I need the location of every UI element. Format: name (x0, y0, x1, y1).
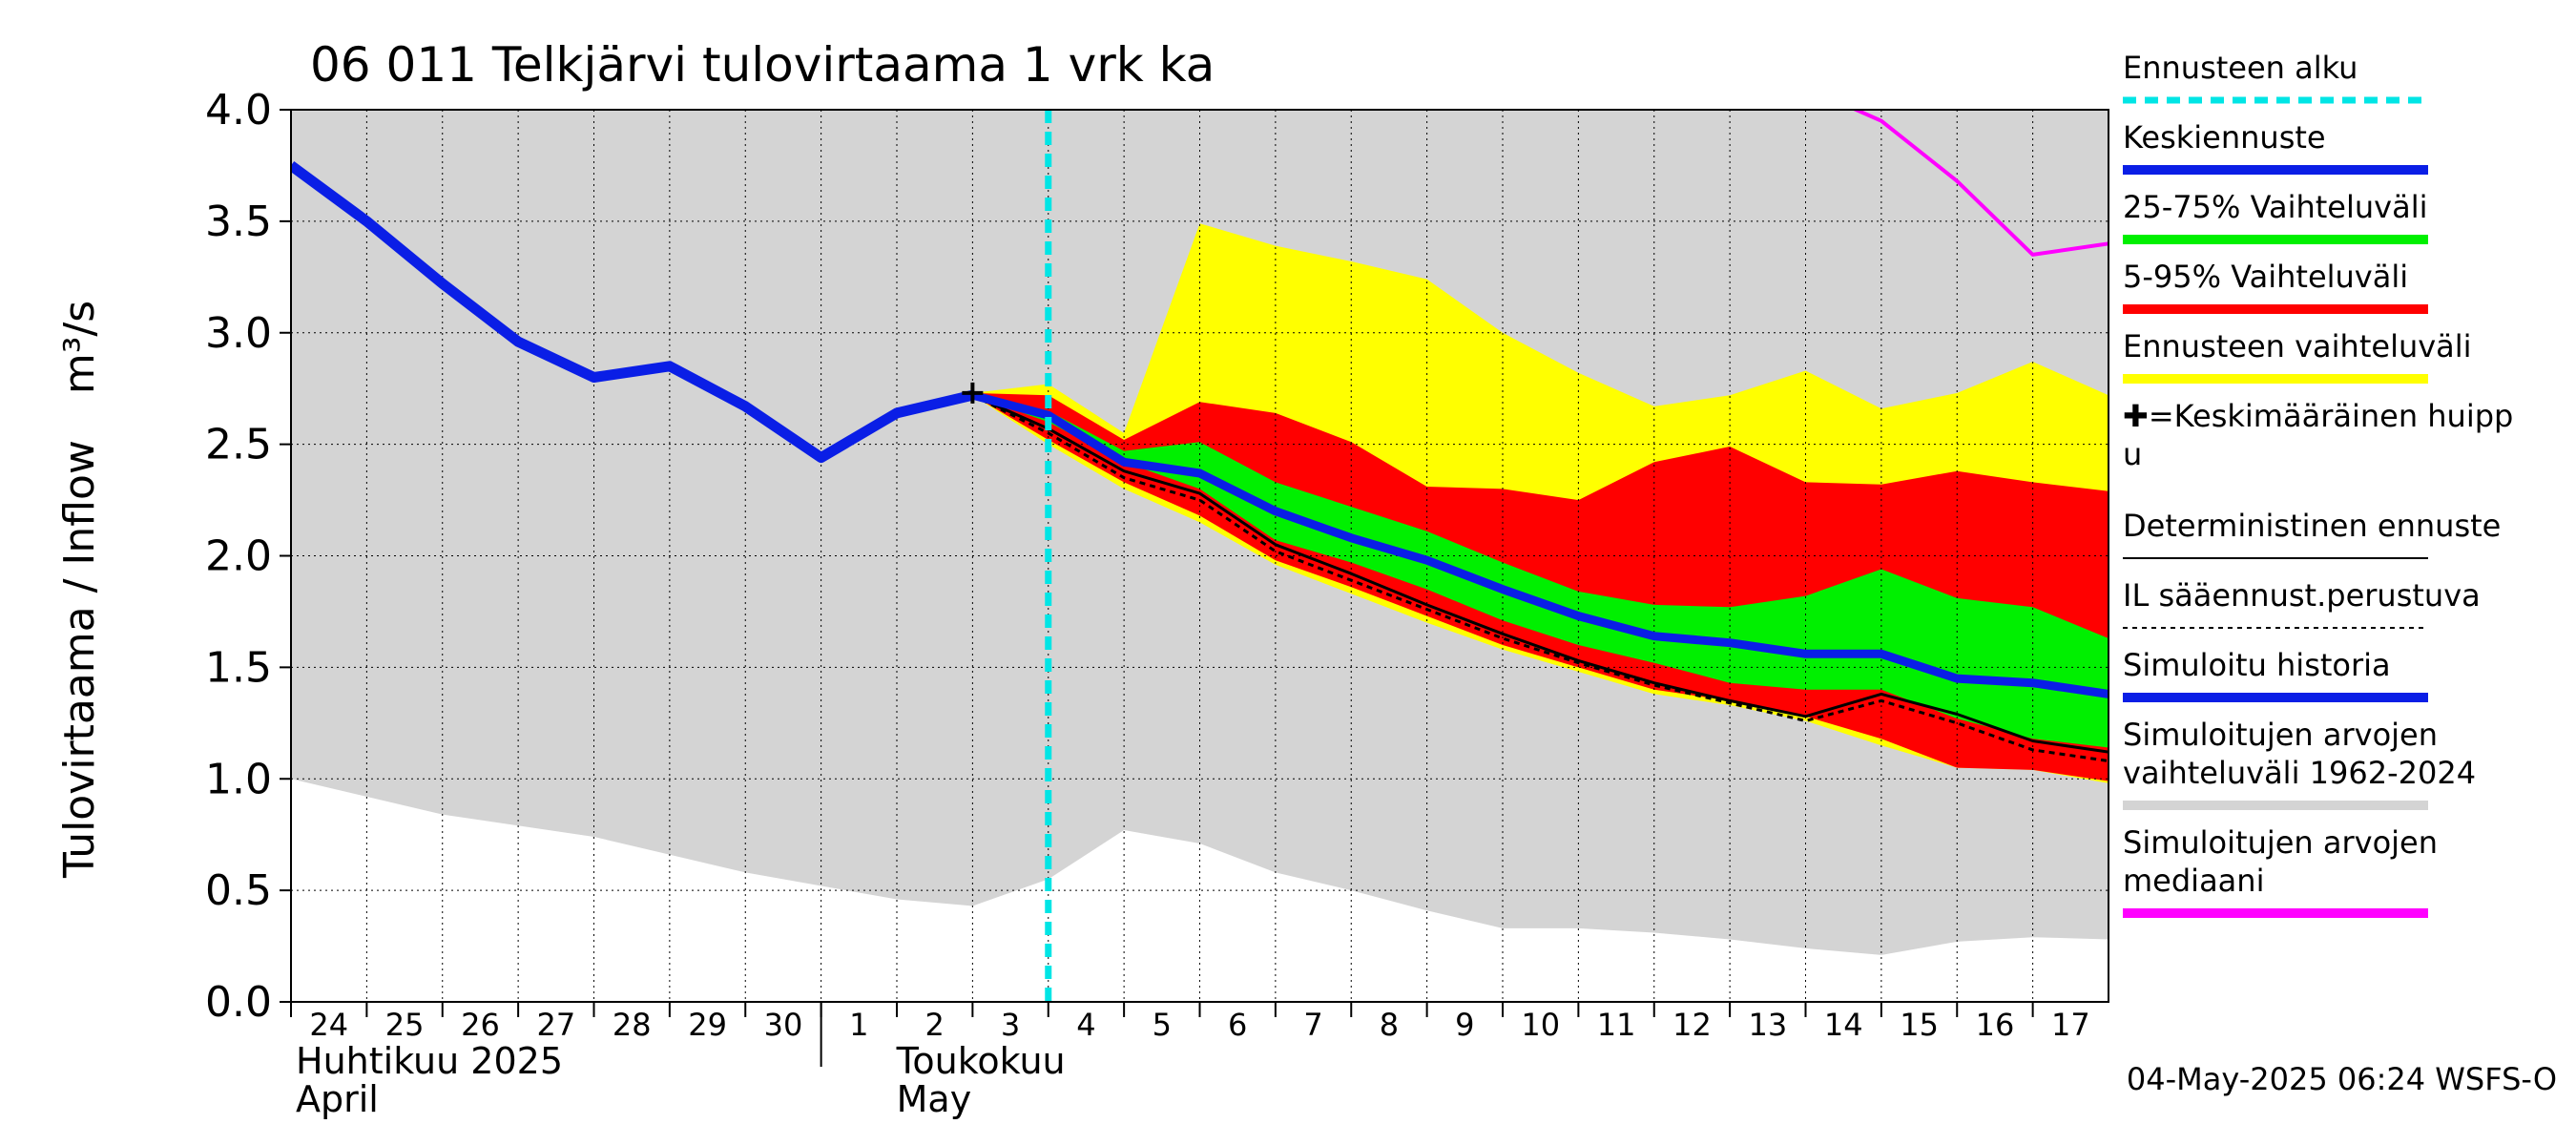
legend-label: Simuloitujen arvojen (2123, 824, 2438, 861)
legend-item: Ennusteen alku (2123, 50, 2428, 104)
x-tick-label: 4 (1076, 1007, 1095, 1043)
legend-label: Simuloitujen arvojen (2123, 717, 2438, 753)
legend-label: 5-95% Vaihteluväli (2123, 259, 2408, 295)
x-tick-label: 16 (1976, 1007, 2015, 1043)
legend-label: Ennusteen alku (2123, 50, 2358, 86)
timestamp: 04-May-2025 06:24 WSFS-O (2127, 1061, 2557, 1097)
y-tick-label: 1.0 (205, 755, 272, 803)
y-tick-label: 3.0 (205, 309, 272, 358)
x-tick-label: 10 (1521, 1007, 1560, 1043)
legend-label: IL sääennust.perustuva (2123, 577, 2481, 614)
range-25-75-band (972, 392, 2109, 748)
axes: 0.00.51.01.52.02.53.03.54.024 25 26 27 28 29 3… (205, 86, 2090, 1120)
x-tick-label: 14 (1824, 1007, 1863, 1043)
x-tick-label: 6 (1228, 1007, 1247, 1043)
x-tick-label: 15 (1900, 1007, 1939, 1043)
y-tick-label: 3.5 (205, 198, 272, 246)
simulated-history-line (291, 160, 974, 464)
plot-fills (291, 110, 2109, 955)
y-tick-label: 4.0 (205, 86, 272, 135)
month-label-en: May (897, 1078, 972, 1120)
x-tick-label: 24 (309, 1007, 348, 1043)
x-tick-label: 28 (613, 1007, 652, 1043)
month-label-en: April (296, 1078, 379, 1120)
legend-item: Ennusteen vaihteluväli (2123, 328, 2472, 384)
legend-label: Simuloitu historia (2123, 647, 2391, 683)
mean-forecast-line (971, 390, 2109, 698)
x-tick-label: 30 (764, 1007, 803, 1043)
legend-label: vaihteluväli 1962-2024 (2123, 755, 2476, 791)
x-tick-label: 17 (2051, 1007, 2090, 1043)
x-tick-label: 26 (461, 1007, 500, 1043)
legend-label: 25-75% Vaihteluväli (2123, 189, 2427, 225)
x-tick-label: 29 (688, 1007, 727, 1043)
chart-title: 06 011 Telkjärvi tulovirtaama 1 vrk ka (310, 37, 1215, 93)
x-tick-label: 11 (1597, 1007, 1636, 1043)
y-tick-label: 2.0 (205, 532, 272, 581)
legend-item: Simuloitu historia (2123, 647, 2428, 702)
x-tick-label: 25 (385, 1007, 425, 1043)
x-tick-label: 7 (1303, 1007, 1322, 1043)
x-tick-label: 13 (1748, 1007, 1787, 1043)
historical-range-band (291, 110, 2109, 955)
legend-item: Deterministinen ennuste (2123, 508, 2501, 559)
x-tick-label: 5 (1153, 1007, 1172, 1043)
y-tick-label: 0.5 (205, 866, 272, 915)
legend-label: mediaani (2123, 863, 2264, 899)
x-tick-label: 2 (925, 1007, 945, 1043)
x-tick-label: 27 (536, 1007, 575, 1043)
legend-item: IL sääennust.perustuva (2123, 577, 2481, 629)
legend-label: ✚=Keskimääräinen huipp (2123, 398, 2513, 434)
y-tick-label: 1.5 (205, 643, 272, 692)
legend: Ennusteen alku Keskiennuste 25-75% Vaihtel… (2123, 50, 2513, 918)
month-label-fi: Toukokuu (896, 1040, 1066, 1082)
x-tick-label: 9 (1455, 1007, 1474, 1043)
deterministic-line (971, 393, 2109, 754)
il-weather-forecast-line (971, 393, 2109, 762)
median-line (1851, 110, 2109, 257)
legend-label: u (2123, 436, 2142, 472)
mean-peak-marker (962, 382, 984, 404)
legend-label: Ennusteen vaihteluväli (2123, 328, 2472, 364)
x-tick-label: 12 (1672, 1007, 1712, 1043)
y-tick-label: 2.5 (205, 421, 272, 469)
x-tick-label: 3 (1001, 1007, 1020, 1043)
legend-label: Keskiennuste (2123, 119, 2326, 156)
legend-item: 25-75% Vaihteluväli (2123, 189, 2428, 244)
y-tick-label: 0.0 (205, 978, 272, 1027)
y-axis-label: Tulovirtaama / Inflow m³/s (55, 301, 104, 879)
x-tick-label: 8 (1380, 1007, 1399, 1043)
plot-lines (291, 110, 2109, 1002)
legend-item: 5-95% Vaihteluväli (2123, 259, 2428, 314)
legend-item: Keskiennuste (2123, 119, 2428, 175)
x-tick-label: 1 (849, 1007, 868, 1043)
month-label-fi: Huhtikuu 2025 (296, 1040, 563, 1082)
legend-label: Deterministinen ennuste (2123, 508, 2501, 544)
